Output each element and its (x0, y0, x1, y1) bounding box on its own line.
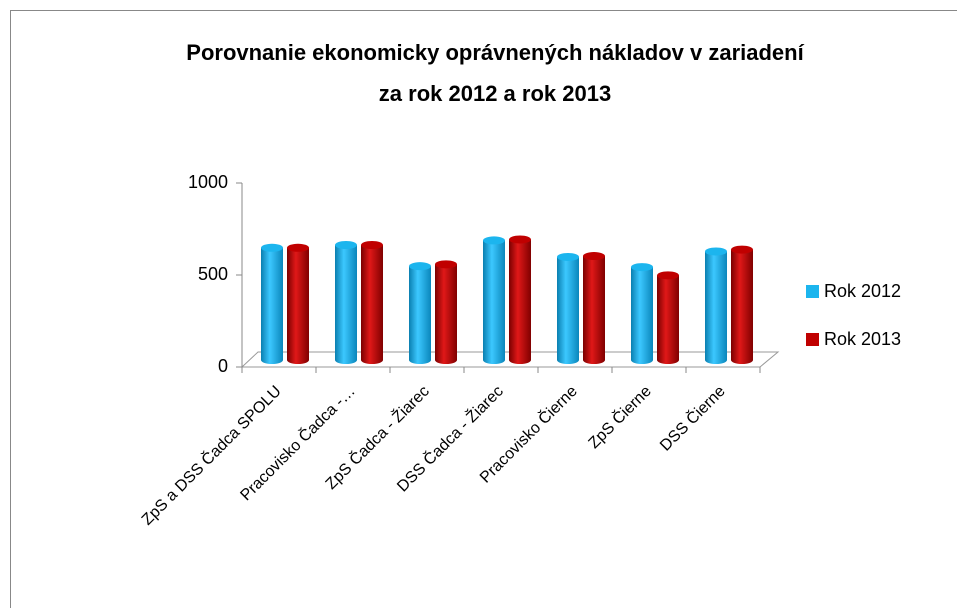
legend-swatch (806, 285, 819, 298)
bar (631, 263, 653, 364)
bar (287, 243, 309, 364)
legend-swatch (806, 333, 819, 346)
legend-label: Rok 2013 (824, 329, 901, 349)
bar (361, 241, 383, 364)
bar (705, 247, 727, 364)
bar (583, 252, 605, 364)
bar (557, 252, 579, 364)
y-tick-label: 1000 (188, 172, 228, 192)
y-tick-label: 0 (218, 356, 228, 376)
bar (409, 262, 431, 364)
bar (261, 243, 283, 364)
bar (483, 236, 505, 364)
chart-title: Porovnanie ekonomicky oprávnených náklad… (186, 40, 804, 65)
chart-title: za rok 2012 a rok 2013 (379, 81, 611, 106)
bar (657, 271, 679, 364)
y-tick-label: 500 (198, 264, 228, 284)
legend-label: Rok 2012 (824, 281, 901, 301)
bar (435, 260, 457, 364)
bar (509, 235, 531, 364)
bar (731, 245, 753, 364)
bar (335, 241, 357, 364)
